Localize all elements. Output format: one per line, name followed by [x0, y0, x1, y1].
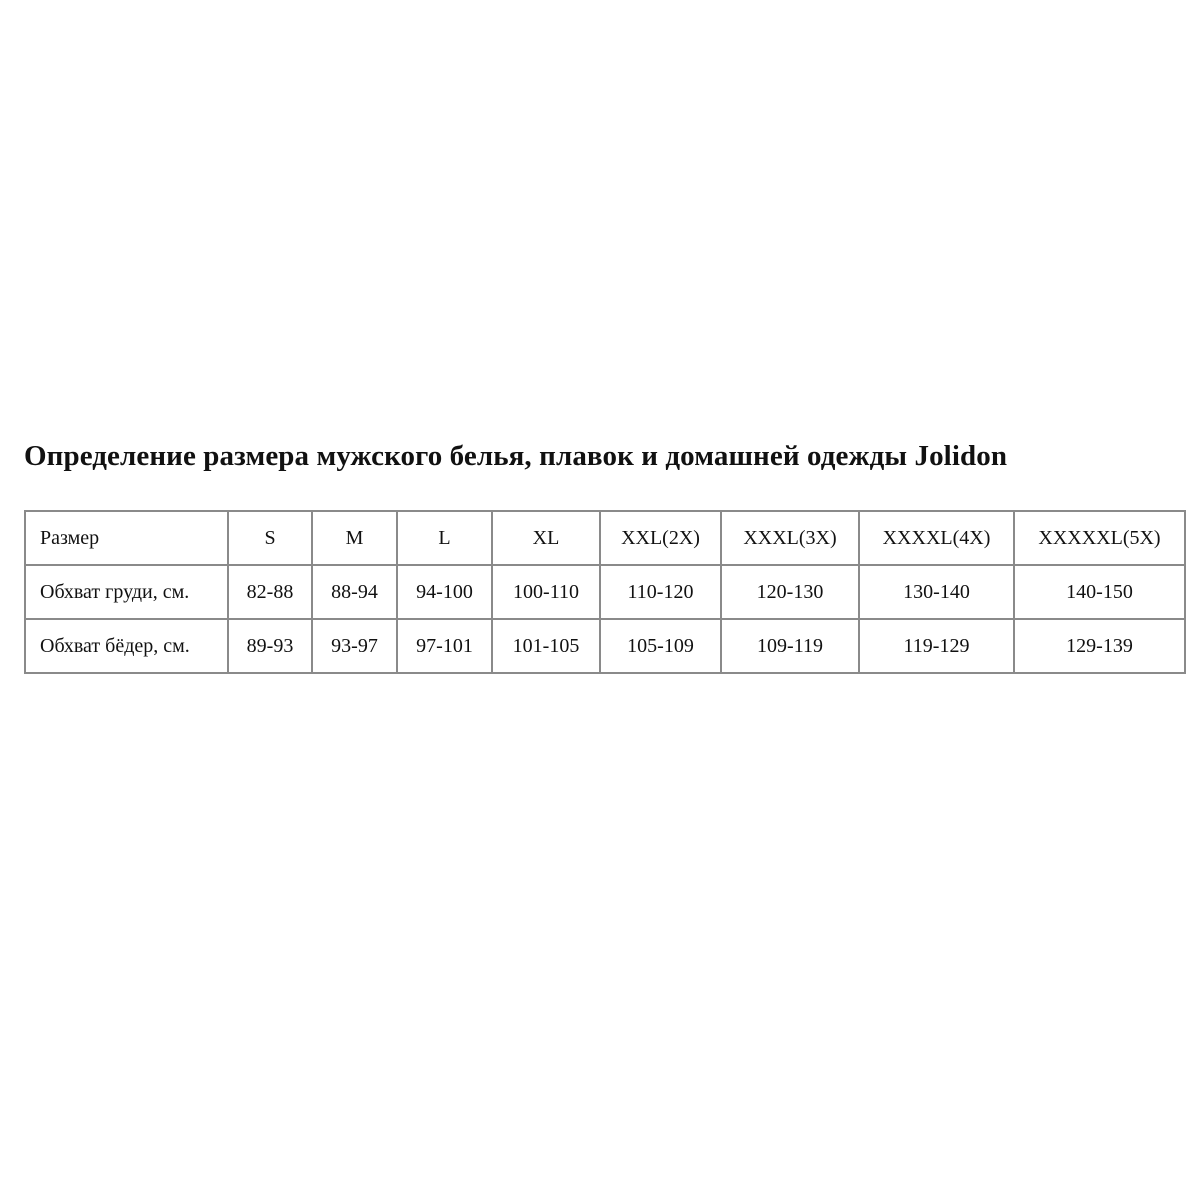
size-row: Размер S M L XL XXL(2X) XXXL(3X) XXXXL(4X) XXXXX…: [24, 510, 1186, 566]
table-cell: 129-139: [1013, 618, 1186, 674]
chest-row: Обхват груди, см. 82-88 88-94 94-100 100-110…: [24, 564, 1186, 620]
table-cell: S: [227, 510, 313, 566]
table-cell: 93-97: [311, 618, 398, 674]
table-cell: 94-100: [396, 564, 493, 620]
page-title: Определение размера мужского белья, плав…: [24, 440, 1008, 472]
table-cell: 105-109: [599, 618, 722, 674]
row-label: Обхват груди, см.: [24, 564, 229, 620]
size-table: Размер S M L XL XXL(2X) XXXL(3X) XXXXL(4X) XXXXX…: [24, 510, 1186, 674]
table-cell: 109-119: [720, 618, 860, 674]
table-cell: M: [311, 510, 398, 566]
table-cell: 140-150: [1013, 564, 1186, 620]
table-cell: L: [396, 510, 493, 566]
table-cell: 89-93: [227, 618, 313, 674]
row-label: Размер: [24, 510, 229, 566]
table-cell: XXL(2X): [599, 510, 722, 566]
table-cell: 101-105: [491, 618, 601, 674]
table-cell: XXXXXL(5X): [1013, 510, 1186, 566]
table-cell: 110-120: [599, 564, 722, 620]
table-cell: 130-140: [858, 564, 1015, 620]
table-cell: 119-129: [858, 618, 1015, 674]
table-cell: 88-94: [311, 564, 398, 620]
table-cell: 100-110: [491, 564, 601, 620]
row-label: Обхват бёдер, см.: [24, 618, 229, 674]
table-cell: XXXXL(4X): [858, 510, 1015, 566]
hips-row: Обхват бёдер, см. 89-93 93-97 97-101 101-105…: [24, 618, 1186, 674]
table-cell: 120-130: [720, 564, 860, 620]
table-cell: 97-101: [396, 618, 493, 674]
table-cell: 82-88: [227, 564, 313, 620]
table-cell: XL: [491, 510, 601, 566]
table-cell: XXXL(3X): [720, 510, 860, 566]
